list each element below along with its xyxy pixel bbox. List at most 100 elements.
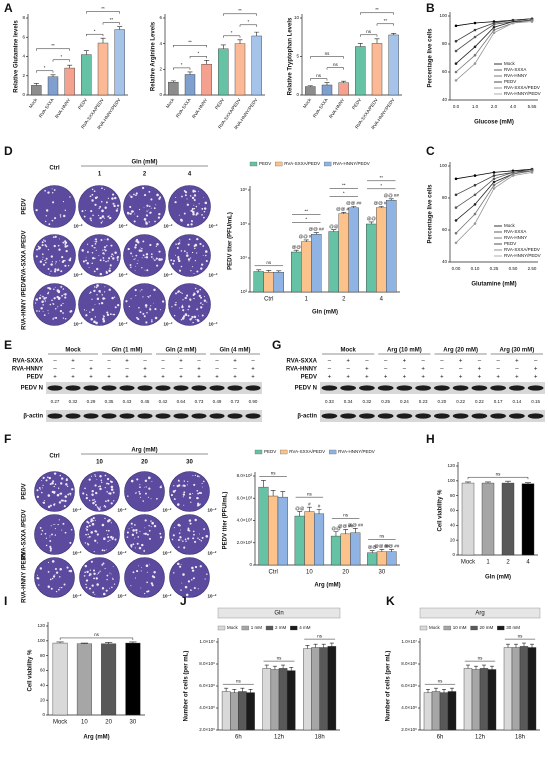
y-tick-label: 6 <box>22 34 25 39</box>
treatment-sign: – <box>251 359 255 365</box>
plaque <box>201 214 203 216</box>
plaque <box>69 569 73 573</box>
error-bar <box>321 643 326 648</box>
plaque <box>109 216 112 220</box>
x-tick-label: RVA-SXXA <box>38 97 55 118</box>
plaque <box>105 500 107 503</box>
plaque-well <box>168 185 211 228</box>
plaque <box>49 504 52 507</box>
plaque <box>193 533 195 536</box>
legend-swatch <box>328 449 337 455</box>
plaque <box>96 506 98 508</box>
plaque <box>105 589 108 592</box>
legend-swatch <box>265 625 274 631</box>
point <box>473 212 477 216</box>
plaque <box>130 298 132 300</box>
plaque <box>109 492 112 495</box>
bar-note: @@ ## <box>299 234 315 239</box>
plaque <box>160 485 162 486</box>
treatment-sign: + <box>251 375 255 381</box>
plaque-well <box>78 283 121 326</box>
plaque-well <box>123 234 166 277</box>
plaque <box>106 245 108 247</box>
plaque <box>38 487 41 489</box>
plaque <box>52 302 54 304</box>
plaque <box>50 270 52 272</box>
plaque <box>179 240 181 242</box>
plaque <box>136 542 139 545</box>
plaque <box>194 474 197 477</box>
point <box>473 45 477 49</box>
plaque <box>178 259 181 263</box>
plaque <box>178 524 181 527</box>
y-tick-label: 0 <box>22 92 25 97</box>
treatment-sign: + <box>71 375 75 381</box>
treatment-sign: + <box>478 375 482 381</box>
plaque <box>55 590 58 593</box>
plaque <box>145 253 149 256</box>
plaque <box>98 255 100 257</box>
plaque <box>110 485 114 489</box>
plaque <box>172 534 175 537</box>
panel-letter: J <box>180 594 187 608</box>
y-tick-label: 8.0×10³ <box>237 473 253 478</box>
plaque <box>181 317 185 320</box>
plaque <box>99 487 102 491</box>
plaque <box>94 316 97 318</box>
plaque <box>94 286 96 288</box>
treatment-sign: + <box>161 375 165 381</box>
plaque <box>193 483 196 487</box>
error-bar <box>450 687 454 692</box>
plaque <box>136 478 139 481</box>
plaque <box>81 249 84 252</box>
plaque <box>94 238 98 241</box>
plaque <box>45 215 48 217</box>
plaque <box>53 288 55 291</box>
plaque <box>188 238 191 241</box>
significance-label: ** <box>238 8 242 13</box>
plaque <box>158 250 161 253</box>
plaque <box>145 486 147 488</box>
plaque <box>112 577 114 579</box>
x-tick-label: Mock <box>53 720 68 726</box>
legend-label: RVA-SXXA/PEDV <box>504 247 540 252</box>
bar <box>327 646 337 731</box>
bar <box>238 691 247 731</box>
plaque <box>140 570 142 572</box>
plaque <box>55 263 56 265</box>
legend-label: PEDV <box>504 79 516 84</box>
plaque <box>184 194 187 197</box>
blot-band <box>396 413 413 419</box>
plaque <box>106 238 109 241</box>
plaque <box>190 270 192 272</box>
treatment-sign: + <box>403 359 407 365</box>
plaque <box>127 495 129 497</box>
plaque <box>186 223 190 227</box>
plaque <box>196 212 199 215</box>
bar <box>501 482 515 556</box>
plaque <box>112 257 115 260</box>
panel-letter: D <box>4 144 13 158</box>
plaque <box>155 245 157 247</box>
plaque <box>113 296 116 298</box>
plaque <box>52 480 55 483</box>
plaque <box>191 566 194 570</box>
treatment-sign: – <box>71 367 75 373</box>
plaque <box>48 561 50 564</box>
y-tick-label: 100 <box>439 163 447 168</box>
plaque <box>177 256 180 259</box>
plaque <box>134 246 137 249</box>
plaque <box>42 484 44 486</box>
plaque <box>192 212 195 216</box>
plaque <box>159 532 162 535</box>
panel-letter: I <box>4 594 7 608</box>
treatment-sign: – <box>346 367 350 373</box>
plaque <box>104 568 106 570</box>
plaque <box>141 566 142 568</box>
plaque <box>193 315 197 319</box>
plaque <box>106 477 110 481</box>
plaque <box>180 250 183 252</box>
plaque <box>180 564 182 565</box>
plaque <box>148 525 150 527</box>
plaque <box>129 194 131 196</box>
